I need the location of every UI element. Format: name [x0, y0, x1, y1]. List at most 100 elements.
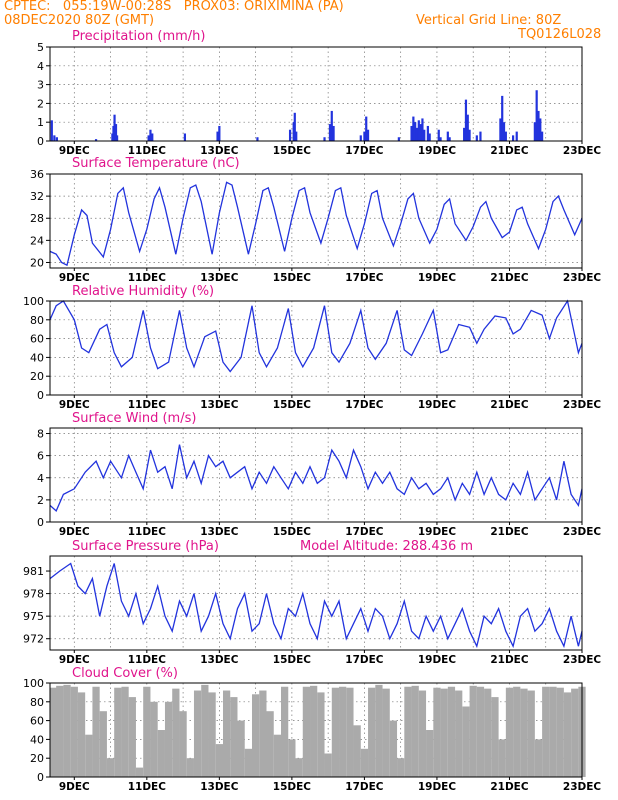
panel4-series-line	[49, 562, 583, 649]
panel3-xtick-label: 11DEC	[128, 526, 167, 538]
panel2-xtick-label: 17DEC	[345, 399, 384, 411]
panel0-ytick-label: 1	[37, 116, 44, 129]
cloud-bar	[259, 690, 267, 777]
panel3-xtick-label: 15DEC	[273, 526, 312, 538]
precip-bar	[410, 125, 413, 141]
panel5-ytick-label: 20	[30, 752, 44, 765]
cloud-bar	[50, 687, 58, 777]
temp-title: Surface Temperature (nC)	[72, 156, 240, 171]
cloud-bar	[404, 686, 412, 777]
precip-bar	[501, 95, 504, 141]
cloud-bar	[56, 685, 64, 777]
panel0-xtick-label: 21DEC	[490, 145, 529, 157]
cloud-bar	[455, 690, 463, 777]
cloud-bar	[324, 753, 332, 777]
precip-bar	[446, 131, 449, 141]
precip-bar	[256, 137, 259, 141]
precip-bar	[147, 135, 150, 141]
panel1-xtick-label: 21DEC	[490, 272, 529, 284]
cloud-bar	[571, 688, 579, 777]
cloud-bar	[476, 686, 485, 777]
cloud-bar	[491, 697, 499, 777]
precip-bar	[468, 129, 471, 141]
precip-bar	[366, 129, 370, 141]
panel0-xtick-label: 13DEC	[200, 145, 239, 157]
precip-bar	[216, 131, 219, 141]
panel5-xtick-label: 17DEC	[345, 781, 384, 793]
cloud-bar	[273, 734, 282, 777]
panel1-frame	[49, 173, 583, 269]
precip-bar	[539, 118, 542, 141]
precip-bar	[535, 90, 538, 141]
precip-bar	[328, 124, 332, 141]
panel1-xtick-label: 13DEC	[200, 272, 239, 284]
panel5-ytick-label: 60	[30, 715, 44, 728]
precip-bar	[149, 129, 152, 141]
precip-bar	[414, 122, 417, 141]
precip-bar	[55, 137, 58, 141]
cloud-bar	[462, 706, 470, 777]
precip-bar	[448, 137, 451, 141]
wind-title: Surface Wind (m/s)	[72, 411, 197, 426]
humidity-title: Relative Humidity (%)	[72, 284, 215, 299]
panel5-xtick-label: 13DEC	[200, 781, 239, 793]
cloud-bar	[172, 688, 180, 777]
panel3-frame	[49, 427, 583, 523]
panel4-xtick-label: 19DEC	[418, 654, 457, 666]
precip-bar	[464, 99, 468, 141]
panel5-ytick-label: 0	[37, 771, 44, 784]
panel4-ytick-label: 972	[23, 633, 44, 646]
cloud-bar	[469, 685, 477, 777]
precip-bar	[428, 133, 431, 141]
precip-bar	[463, 127, 466, 141]
precip-bar	[515, 131, 518, 141]
precip-bar	[288, 129, 292, 141]
precip-bar	[417, 120, 420, 141]
panel0-frame	[49, 46, 583, 142]
panel0-xtick-label: 23DEC	[563, 145, 602, 157]
panel3-xtick-label: 21DEC	[490, 526, 529, 538]
precip-bar	[218, 125, 221, 141]
panel3-ytick-label: 2	[37, 494, 44, 507]
panel2-ytick-label: 80	[30, 314, 44, 327]
panel3-xtick-label: 13DEC	[200, 526, 239, 538]
panel4-xtick-label: 9DEC	[59, 654, 90, 666]
cloud-bar	[85, 734, 93, 777]
cloud-bar	[135, 767, 144, 777]
cloud-bar	[563, 692, 572, 777]
panel3-ytick-label: 6	[37, 450, 44, 463]
model-altitude: Model Altitude: 288.436 m	[300, 539, 474, 554]
cloud-bar	[121, 686, 129, 777]
cloud-bar	[520, 688, 528, 777]
cloud-bar	[150, 701, 158, 777]
cloud-title: Cloud Cover (%)	[72, 666, 178, 681]
panel3-xtick-label: 9DEC	[59, 526, 90, 538]
precip-bar	[53, 135, 56, 141]
cloud-bar	[317, 692, 325, 777]
precip-bar	[397, 137, 400, 141]
precip-bar	[293, 112, 296, 141]
precip-bar	[332, 125, 335, 141]
precip-bar	[365, 116, 368, 141]
cloud-bar	[143, 686, 151, 777]
panel0-xtick-label: 9DEC	[59, 145, 90, 157]
header-grid-note: Vertical Grid Line: 80Z	[416, 13, 562, 28]
panel0-ytick-label: 5	[37, 41, 44, 54]
cloud-bar	[382, 688, 390, 777]
panel2-ytick-label: 60	[30, 333, 44, 346]
precip-bar	[421, 118, 424, 141]
cloud-bar	[222, 690, 231, 777]
panel5-xtick-label: 11DEC	[128, 781, 167, 793]
cloud-bar	[230, 697, 238, 777]
precip-bar	[359, 135, 362, 141]
panel4-xtick-label: 23DEC	[563, 654, 602, 666]
panel2-xtick-label: 11DEC	[128, 399, 167, 411]
cloud-bar	[440, 688, 448, 777]
precip-bar	[415, 127, 419, 141]
cloud-bar	[534, 739, 543, 777]
panel0-xtick-label: 15DEC	[273, 145, 312, 157]
cloud-bar	[368, 687, 376, 777]
panel5-xtick-label: 9DEC	[59, 781, 90, 793]
panel4-xtick-label: 11DEC	[128, 654, 167, 666]
cloud-bar	[397, 758, 405, 777]
